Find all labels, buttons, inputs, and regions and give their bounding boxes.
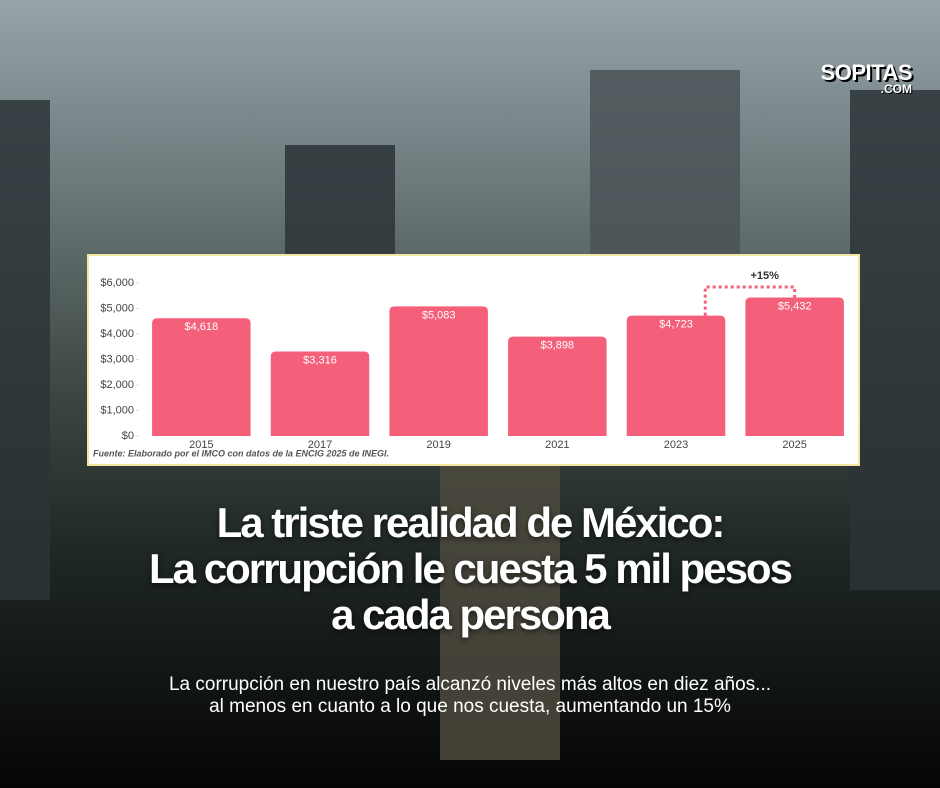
subtitle-line: al menos en cuanto a lo que nos cuesta, … [209, 696, 731, 717]
x-tick-label: 2025 [782, 439, 806, 451]
subtitle-line: La corrupción en nuestro país alcanzó ni… [168, 674, 772, 695]
chart: Fuente: Elaborado por el IMCO con datos … [93, 270, 844, 458]
building [0, 100, 50, 600]
x-tick-label: 2023 [664, 439, 688, 451]
logo: SOPITAS .COM [820, 60, 913, 96]
building [850, 90, 940, 590]
logo-domain: .COM [880, 82, 912, 96]
headline-line: La corrupción le cuesta 5 mil pesos [149, 545, 793, 592]
chart-source: Fuente: Elaborado por el IMCO con datos … [93, 448, 389, 458]
value-label: $4,618 [185, 321, 219, 333]
value-label: $5,083 [422, 309, 456, 321]
x-tick-label: 2019 [426, 439, 450, 451]
bar [270, 351, 370, 436]
chart-box: Fuente: Elaborado por el IMCO con datos … [87, 254, 860, 466]
x-tick-label: 2021 [545, 439, 569, 451]
value-label: $5,432 [778, 300, 812, 312]
value-label: $4,723 [659, 318, 693, 330]
bar [389, 306, 488, 436]
headline: La triste realidad de México: La corrupc… [0, 500, 940, 638]
value-label: $3,316 [303, 354, 337, 366]
y-tick-label: $0 [122, 430, 134, 442]
subtitle: La corrupción en nuestro país alcanzó ni… [0, 674, 940, 718]
monument [440, 460, 560, 760]
bar [152, 318, 251, 436]
headline-line: La triste realidad de México: [216, 499, 726, 546]
y-tick-label: $6,000 [100, 277, 134, 289]
bar [508, 336, 607, 436]
y-tick-label: $1,000 [100, 404, 134, 416]
headline-line: a cada persona [331, 591, 611, 638]
value-label: $3,898 [541, 340, 575, 352]
bar [745, 297, 844, 436]
bar [626, 315, 726, 436]
logo-name: SOPITAS [820, 60, 913, 85]
x-tick-label: 2015 [189, 439, 213, 451]
annotation: +15% [750, 270, 779, 282]
building [285, 145, 395, 265]
y-tick-label: $4,000 [100, 328, 134, 340]
annotation-connector [703, 285, 797, 316]
y-tick-label: $5,000 [100, 302, 134, 314]
building [590, 70, 740, 260]
y-tick-label: $2,000 [100, 379, 134, 391]
y-tick-label: $3,000 [100, 353, 134, 365]
x-tick-label: 2017 [308, 439, 332, 451]
